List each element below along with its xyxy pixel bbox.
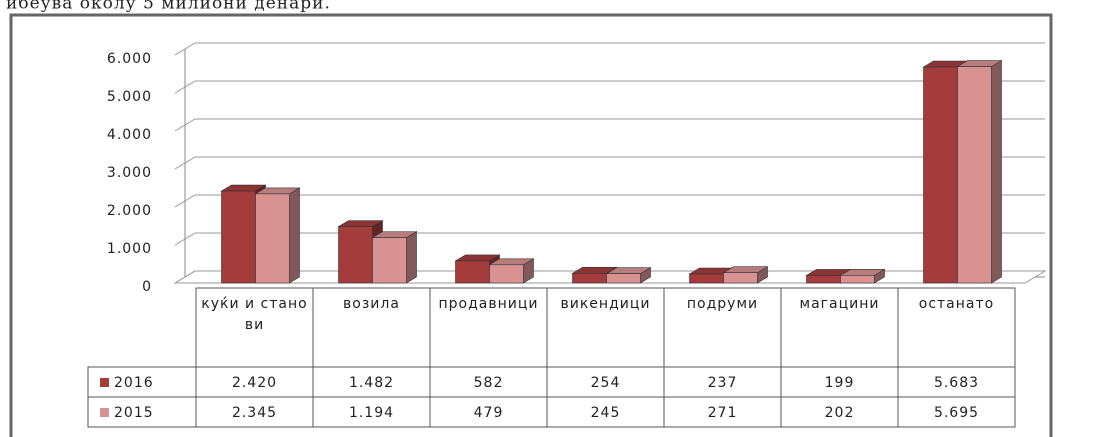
frame <box>9 13 1053 437</box>
bar <box>572 273 607 284</box>
grid-line <box>174 156 1045 170</box>
bar <box>840 275 875 284</box>
caption: ибеува околу 5 милиони денари. <box>6 0 331 14</box>
x-tick-label: викендици <box>560 296 651 312</box>
data-label: 479 <box>474 405 504 421</box>
data-label: 582 <box>474 375 504 391</box>
x-tick-label: останато <box>918 296 995 312</box>
bar <box>221 190 256 284</box>
data-label: 5.695 <box>934 405 979 421</box>
legend-swatch <box>100 378 109 387</box>
bar-side <box>991 60 1002 284</box>
bar <box>923 66 958 284</box>
grid-line <box>174 194 1045 208</box>
bar-side <box>406 231 417 284</box>
legend-label: 2016 <box>114 375 154 391</box>
legend-label: 2015 <box>114 405 154 421</box>
data-label: 202 <box>825 405 855 421</box>
y-tick-label: 6.000 <box>107 51 152 67</box>
bar <box>338 226 373 284</box>
bar <box>806 275 841 284</box>
data-label: 2.420 <box>232 375 277 391</box>
x-tick-label: куќи и станови <box>201 296 308 333</box>
bar <box>489 264 524 284</box>
data-label: 245 <box>591 405 621 421</box>
y-tick-label: 4.000 <box>107 127 152 143</box>
x-tick-label: возила <box>343 296 400 312</box>
x-tick-label: подруми <box>686 296 759 312</box>
data-label: 5.683 <box>934 375 979 391</box>
category-cell: продавници <box>438 296 539 312</box>
data-label: 237 <box>708 375 738 391</box>
y-tick-label: 1.000 <box>107 241 152 257</box>
category-cell: викендици <box>560 296 651 312</box>
category-cell: куќи и станови <box>201 296 308 333</box>
category-cell: останато <box>918 296 995 312</box>
bar <box>723 272 758 284</box>
bar <box>689 273 724 284</box>
bar <box>372 237 407 284</box>
category-cell: возила <box>343 296 400 312</box>
x-tick-label: продавници <box>438 296 539 312</box>
back-wall <box>184 49 1045 278</box>
y-tick-label: 3.000 <box>107 165 152 181</box>
bar <box>606 273 641 284</box>
y-tick-label: 2.000 <box>107 203 152 219</box>
x-tick-label: магацини <box>799 296 880 312</box>
grid-line <box>174 42 1045 56</box>
data-label: 1.482 <box>349 375 394 391</box>
data-label: 271 <box>708 405 738 421</box>
data-label: 254 <box>591 375 621 391</box>
grid-line <box>174 80 1045 94</box>
category-cell: подруми <box>686 296 759 312</box>
bar <box>957 66 992 284</box>
data-label: 1.194 <box>349 405 394 421</box>
bar-side <box>289 187 300 284</box>
y-tick-label: 5.000 <box>107 89 152 105</box>
category-cell: магацини <box>799 296 880 312</box>
legend-swatch <box>100 408 109 417</box>
grid-line <box>174 118 1045 132</box>
bar <box>455 260 490 284</box>
data-label: 2.345 <box>232 405 277 421</box>
y-tick-label: 0 <box>142 279 152 295</box>
table-cell <box>897 396 1016 428</box>
grid-line <box>174 232 1045 246</box>
data-label: 199 <box>825 375 855 391</box>
bar <box>255 193 290 284</box>
